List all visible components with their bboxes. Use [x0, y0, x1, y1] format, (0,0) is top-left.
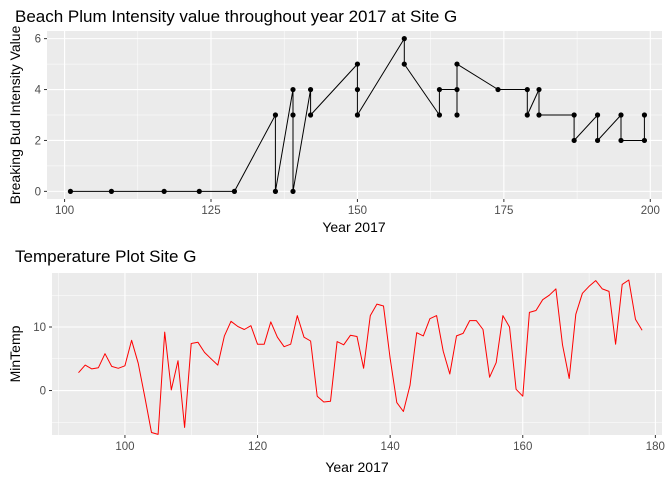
intensity-axis-ticks	[44, 38, 651, 202]
intensity-data-point	[354, 112, 361, 118]
intensity-data-point	[454, 112, 460, 118]
intensity-data-point	[272, 188, 279, 194]
intensity-data-point	[536, 86, 542, 93]
intensity-x-tick-labels: 100 125 150 175 200	[55, 205, 660, 217]
intensity-data-point	[307, 86, 314, 93]
temperature-x-axis-title: Year 2017	[325, 459, 389, 475]
intensity-data-point	[272, 112, 279, 118]
intensity-data-point	[67, 188, 74, 194]
intensity-chart-title: Beach Plum Intensity value throughout ye…	[15, 7, 457, 26]
intensity-data-point	[454, 61, 460, 67]
temperature-plot-panel	[52, 273, 662, 435]
intensity-y-axis-title: Breaking Bud Intensity Value	[7, 25, 23, 204]
temperature-y-axis-title: MinTemp	[7, 325, 23, 382]
temperature-series	[78, 279, 643, 435]
temperature-x-tick-label: 120	[248, 441, 267, 453]
intensity-data-point	[290, 112, 296, 118]
intensity-y-tick-labels: 0 2 4 6	[35, 34, 42, 199]
intensity-data-point	[524, 86, 530, 93]
temperature-axis-ticks	[49, 326, 656, 438]
intensity-data-point	[618, 137, 624, 144]
intensity-y-tick-label: 2	[35, 135, 41, 147]
intensity-data-point	[641, 137, 648, 144]
intensity-data-point	[354, 86, 361, 93]
intensity-data-point	[536, 112, 542, 118]
intensity-data-point	[436, 86, 443, 93]
temperature-series-line	[78, 279, 643, 435]
temperature-y-tick-labels: 0 10	[33, 322, 46, 398]
intensity-y-tick-label: 0	[35, 186, 41, 198]
intensity-series	[67, 36, 648, 194]
intensity-data-point	[571, 137, 577, 144]
temperature-chart-title: Temperature Plot Site G	[15, 247, 196, 266]
temperature-x-tick-label: 100	[115, 441, 134, 453]
intensity-data-point	[161, 188, 167, 194]
intensity-x-tick-label: 100	[55, 205, 74, 217]
intensity-y-tick-label: 4	[35, 85, 42, 97]
intensity-x-axis-title: Year 2017	[322, 219, 386, 235]
intensity-x-tick-label: 125	[201, 205, 220, 217]
intensity-data-point	[354, 61, 361, 67]
intensity-data-point	[571, 112, 577, 118]
intensity-data-point	[290, 188, 296, 194]
intensity-data-point	[290, 86, 296, 93]
temperature-y-tick-label: 10	[33, 322, 46, 334]
intensity-data-point	[436, 112, 443, 118]
intensity-data-point	[454, 86, 460, 93]
intensity-data-point	[618, 112, 624, 118]
intensity-x-tick-label: 150	[348, 205, 367, 217]
intensity-data-point	[594, 137, 601, 144]
intensity-x-tick-label: 200	[641, 205, 660, 217]
intensity-y-tick-label: 6	[35, 34, 41, 46]
temperature-x-tick-labels: 100 120 140 160 180	[115, 441, 665, 453]
intensity-data-point	[641, 112, 648, 118]
intensity-data-point	[401, 36, 407, 42]
intensity-data-point	[495, 86, 501, 93]
temperature-y-tick-label: 0	[40, 386, 46, 398]
temperature-chart: Temperature Plot Site G 100 120 140 160 180 …	[7, 247, 665, 475]
intensity-data-point	[401, 61, 407, 67]
intensity-chart: Beach Plum Intensity value throughout ye…	[7, 7, 662, 235]
intensity-x-tick-label: 175	[494, 205, 513, 217]
temperature-x-tick-label: 180	[646, 441, 665, 453]
intensity-data-point	[307, 112, 314, 118]
intensity-data-point	[524, 112, 530, 118]
intensity-data-point	[108, 188, 115, 194]
intensity-data-point	[196, 188, 202, 194]
temperature-x-tick-label: 160	[513, 441, 532, 453]
intensity-data-point	[594, 112, 601, 118]
temperature-x-tick-label: 140	[381, 441, 400, 453]
intensity-data-point	[231, 188, 238, 194]
